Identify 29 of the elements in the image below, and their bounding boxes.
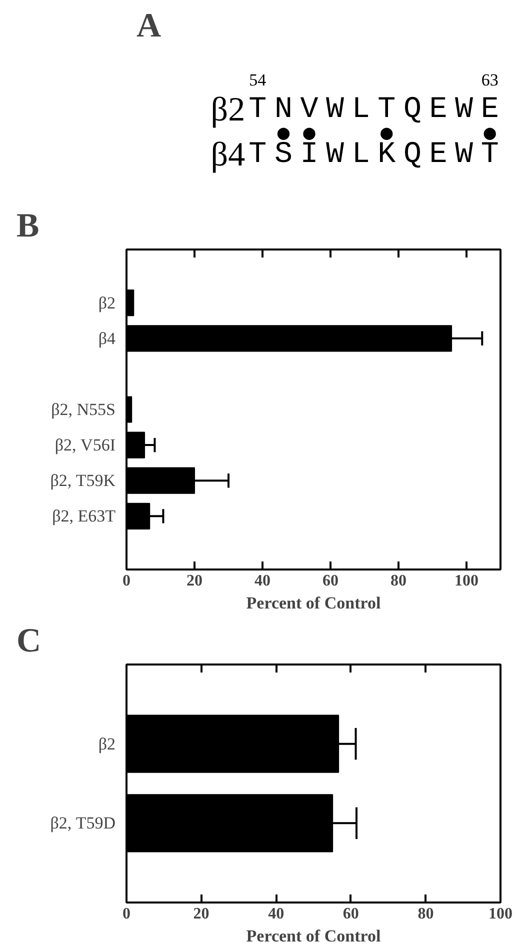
text: β4 <box>210 136 246 174</box>
y-tick-label: β2, T59K <box>50 471 116 490</box>
x-tick-label: 100 <box>488 906 512 922</box>
y-tick-label: β2, T59D <box>50 814 116 833</box>
chart-title: C <box>16 622 42 660</box>
x-tick-label: 40 <box>254 572 270 590</box>
y-tick-label: β4 <box>98 328 116 348</box>
x-axis-title: Percent of Control <box>246 926 381 946</box>
y-tick-label: β2 <box>98 293 116 312</box>
x-tick-label: 80 <box>418 906 434 922</box>
x-tick-label: 100 <box>454 572 478 590</box>
x-tick-label: 0 <box>122 572 130 590</box>
text: 54 <box>249 70 267 90</box>
text: A <box>136 8 162 44</box>
x-tick-label: 20 <box>186 572 202 590</box>
x-tick-label: 60 <box>342 906 359 922</box>
y-tick-label: β2, V56I <box>54 436 116 455</box>
x-tick-label: 0 <box>122 906 130 922</box>
x-tick-label: 80 <box>390 572 406 590</box>
y-tick-label: β2, E63T <box>52 506 116 526</box>
y-tick-label: β2 <box>98 734 116 754</box>
x-tick-label: 20 <box>193 906 210 922</box>
y-tick-label: β2, N55S <box>51 400 116 419</box>
x-tick-label: 60 <box>322 572 338 590</box>
text: β2 <box>210 91 246 128</box>
text: 63 <box>481 70 498 90</box>
x-axis-title: Percent of Control <box>246 594 381 612</box>
chart-title: B <box>16 208 40 244</box>
x-tick-label: 40 <box>268 906 284 922</box>
